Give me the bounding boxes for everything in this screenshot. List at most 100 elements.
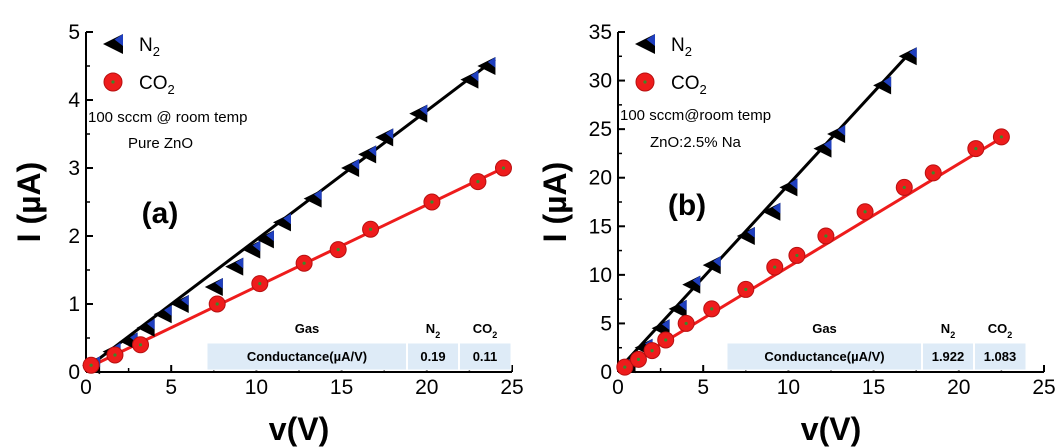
marker-highlight [146, 318, 155, 330]
data-point [736, 227, 755, 245]
table-cell: Conductance(µA/V) [764, 349, 884, 364]
marker-highlight [164, 305, 172, 316]
data-point [460, 70, 479, 89]
x-tick-label: 10 [777, 376, 800, 399]
marker-center [974, 146, 978, 151]
data-point [682, 275, 701, 294]
data-point [255, 230, 274, 249]
marker-center [795, 253, 799, 258]
marker-highlight [419, 104, 428, 116]
x-tick-label: 20 [415, 376, 438, 399]
marker-highlight [692, 275, 701, 287]
annotation-text: 100 sccm@room temp [620, 107, 771, 124]
data-point [132, 336, 150, 354]
table-row [206, 342, 512, 371]
data-point [702, 256, 721, 275]
legend-label: CO2 [671, 73, 707, 97]
annotation-text: Pure ZnO [128, 135, 193, 152]
data-point [225, 257, 244, 276]
data-point [375, 128, 394, 147]
table-cell: 1.083 [984, 349, 1017, 364]
table-header-cell: N2 [941, 321, 955, 340]
table-cell: 1.922 [932, 349, 965, 364]
marker-highlight [646, 34, 655, 46]
y-axis-label: I (µA) [11, 162, 47, 243]
marker-center [623, 365, 627, 369]
marker-center [302, 261, 306, 265]
panel-label: (b) [668, 189, 706, 222]
y-tick-label: 5 [600, 312, 612, 335]
x-tick-label: 25 [1032, 376, 1055, 399]
legend-label: N2 [139, 35, 160, 59]
x-tick-label: 0 [612, 376, 624, 399]
data-point [967, 140, 985, 158]
marker-highlight [385, 128, 394, 140]
marker-highlight [487, 57, 496, 68]
y-tick-label: 15 [589, 215, 612, 238]
data-point [153, 305, 172, 324]
marker-highlight [266, 230, 274, 242]
legend-label: N2 [671, 35, 692, 59]
marker-highlight [368, 145, 377, 157]
marker-center [215, 302, 219, 306]
y-tick-label: 5 [68, 21, 80, 44]
data-point [469, 173, 487, 191]
table-header-cell: Gas [295, 321, 320, 336]
data-point [303, 189, 322, 208]
y-tick-label: 25 [589, 118, 612, 141]
marker-highlight [883, 76, 892, 88]
marker-center [773, 265, 777, 269]
marker-center [89, 363, 93, 367]
x-tick-label: 20 [947, 376, 970, 399]
marker-highlight [837, 125, 846, 136]
x-tick-label: 15 [862, 376, 885, 399]
data-point [657, 331, 675, 349]
legend-marker-co2 [103, 72, 123, 92]
marker-center [931, 171, 935, 175]
marker-center [138, 343, 143, 347]
marker-center [258, 282, 262, 286]
data-point [737, 280, 755, 298]
marker-center [902, 185, 906, 190]
data-point [242, 240, 261, 259]
legend-label: CO2 [139, 73, 175, 97]
marker-highlight [747, 227, 755, 238]
data-point [204, 278, 223, 296]
x-tick-label: 10 [245, 376, 268, 399]
x-tick-label: 0 [80, 376, 92, 399]
data-point [494, 159, 512, 177]
marker-center [368, 227, 373, 231]
marker-highlight [313, 189, 322, 201]
marker-center [476, 180, 480, 184]
marker-highlight [351, 159, 360, 170]
data-point [813, 139, 832, 158]
data-point [788, 246, 806, 264]
annotation-text: ZnO:2.5% Na [650, 134, 742, 151]
x-tick-label: 25 [500, 376, 523, 399]
data-point [873, 76, 892, 95]
data-point [616, 358, 634, 376]
table-header-cell: N2 [426, 321, 440, 340]
table-cell: 0.11 [473, 349, 498, 364]
data-point [341, 159, 360, 177]
data-point [423, 193, 441, 211]
table-cell: 0.19 [420, 349, 445, 364]
y-tick-label: 0 [68, 361, 80, 384]
y-tick-label: 10 [589, 264, 612, 287]
marker-center [744, 287, 748, 292]
data-point [827, 125, 846, 143]
data-point [106, 346, 124, 364]
data-point [295, 254, 313, 272]
marker-highlight [772, 202, 781, 214]
marker-highlight [909, 47, 917, 59]
marker-center [710, 307, 714, 311]
marker-center [684, 321, 688, 326]
marker-center [824, 234, 828, 238]
marker-center [113, 353, 117, 357]
data-point [703, 300, 721, 318]
data-point [779, 178, 798, 197]
marker-highlight [235, 257, 244, 269]
data-point [251, 275, 269, 293]
y-tick-label: 3 [68, 157, 80, 180]
data-point [362, 220, 380, 238]
